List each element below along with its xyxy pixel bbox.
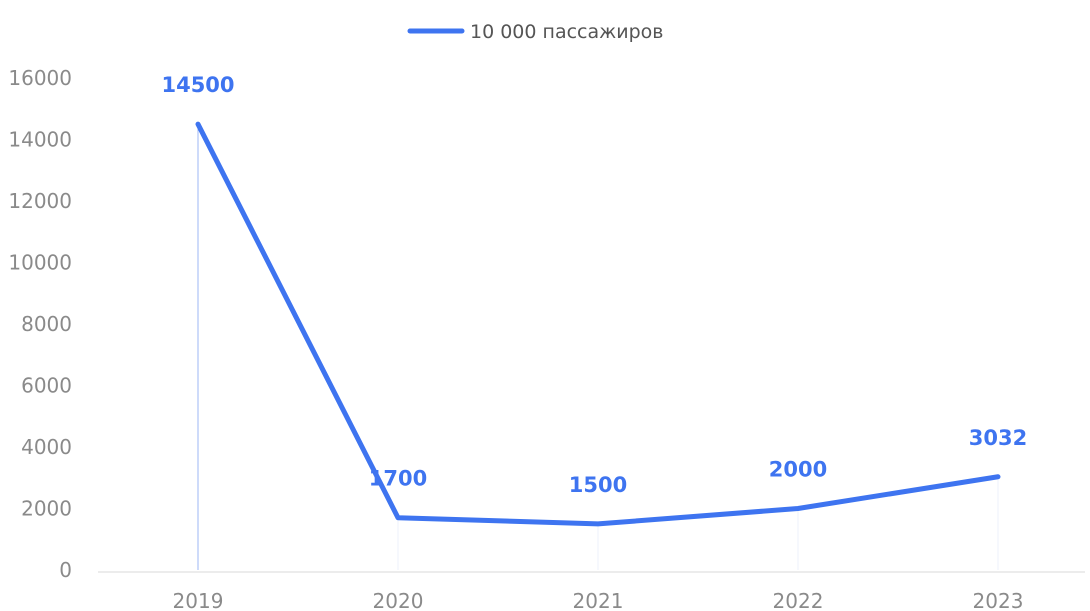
y-tick-label: 16000: [8, 66, 72, 90]
data-label: 14500: [161, 73, 234, 97]
y-tick-label: 10000: [8, 251, 72, 275]
y-tick-label: 0: [59, 558, 72, 582]
y-tick-label: 4000: [21, 435, 72, 459]
data-label: 1500: [569, 473, 627, 497]
data-label: 1700: [369, 467, 427, 491]
x-tick-label: 2023: [973, 589, 1024, 611]
x-tick-label: 2022: [773, 589, 824, 611]
data-labels: 14500 1700 1500 2000 3032: [161, 73, 1027, 497]
series-line: [195, 121, 1001, 527]
y-axis-ticks: 0 2000 4000 6000 8000 10000 12000 14000 16000: [8, 66, 72, 582]
x-tick-label: 2021: [573, 589, 624, 611]
data-label: 3032: [969, 426, 1027, 450]
x-tick-label: 2019: [173, 589, 224, 611]
drop-lines: [197, 124, 999, 570]
x-axis-ticks: 2019 2020 2021 2022 2023: [173, 589, 1024, 611]
data-label: 2000: [769, 458, 827, 482]
y-tick-label: 6000: [21, 374, 72, 398]
legend: 10 000 пассажиров: [407, 21, 663, 43]
y-tick-label: 2000: [21, 497, 72, 521]
x-tick-label: 2020: [373, 589, 424, 611]
y-tick-label: 14000: [8, 128, 72, 152]
y-tick-label: 12000: [8, 189, 72, 213]
y-tick-label: 8000: [21, 312, 72, 336]
legend-label: 10 000 пассажиров: [470, 21, 663, 43]
